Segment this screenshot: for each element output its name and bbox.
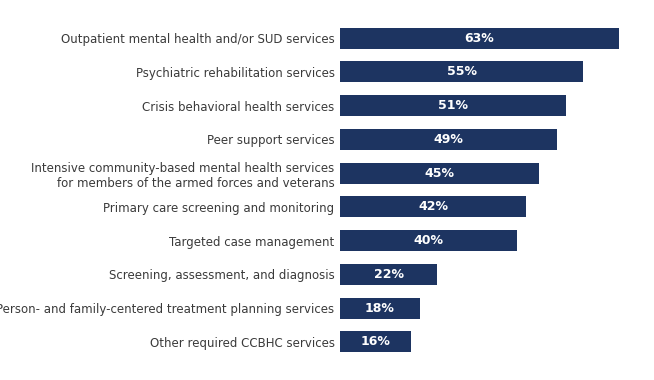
Text: 49%: 49% <box>434 133 464 146</box>
Bar <box>340 196 526 217</box>
Bar <box>340 331 411 352</box>
Text: 45%: 45% <box>424 166 455 180</box>
Text: 42%: 42% <box>418 200 448 214</box>
Bar <box>340 129 557 150</box>
Text: 16%: 16% <box>360 336 390 348</box>
Bar <box>340 230 517 251</box>
Text: 22%: 22% <box>373 268 404 281</box>
Bar <box>340 298 420 318</box>
Text: 63%: 63% <box>464 32 494 44</box>
Bar <box>340 163 539 184</box>
Bar <box>340 95 566 116</box>
Text: 51%: 51% <box>438 99 468 112</box>
Bar <box>340 28 619 49</box>
Bar <box>340 264 438 285</box>
Bar <box>340 62 583 82</box>
Text: 40%: 40% <box>413 234 443 247</box>
Text: 55%: 55% <box>447 65 477 78</box>
Text: 18%: 18% <box>365 302 395 315</box>
